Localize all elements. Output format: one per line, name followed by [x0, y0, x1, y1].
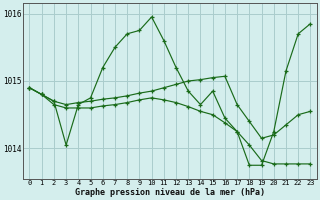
- X-axis label: Graphe pression niveau de la mer (hPa): Graphe pression niveau de la mer (hPa): [75, 188, 265, 197]
